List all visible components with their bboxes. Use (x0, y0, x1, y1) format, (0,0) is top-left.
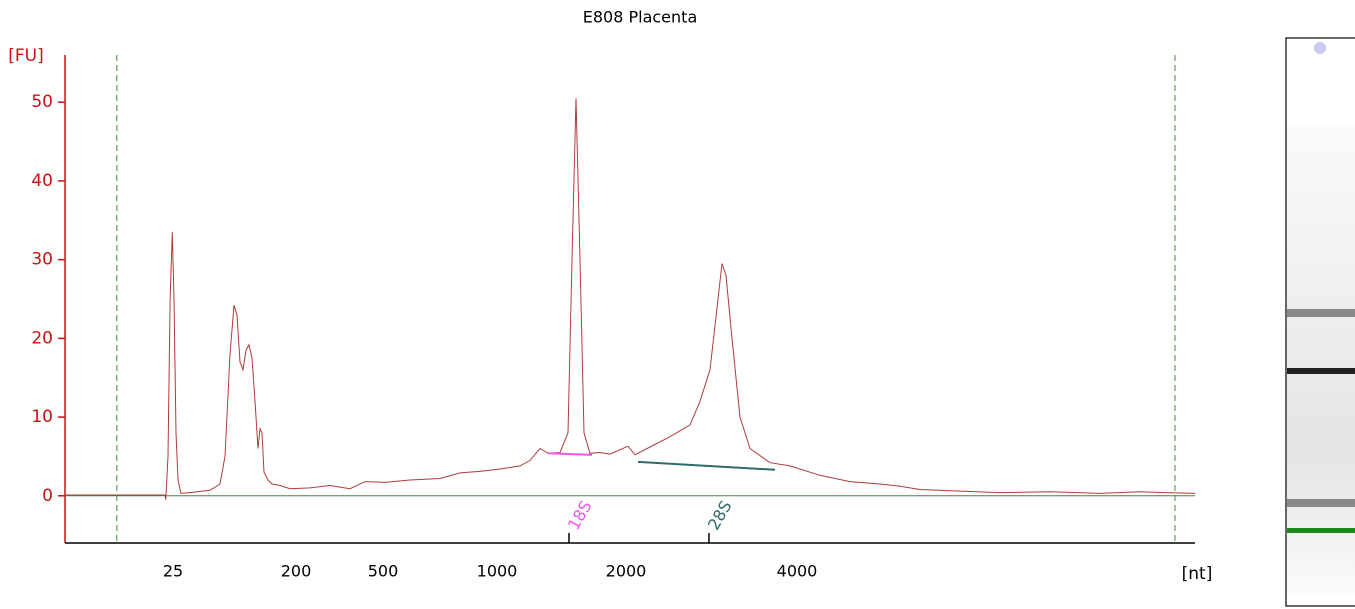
x-tick-label: 25 (163, 562, 183, 581)
y-tick-label: 10 (31, 407, 53, 427)
gel-marker-dot (1314, 42, 1326, 54)
x-tick-label: 2000 (606, 562, 647, 581)
y-tick-label: 50 (31, 92, 53, 112)
x-tick-label: 200 (281, 562, 312, 581)
x-axis-label: [nt] (1182, 564, 1213, 584)
gel-band (1287, 309, 1355, 317)
x-tick-label: 1000 (477, 562, 518, 581)
peak-baseline (547, 452, 592, 456)
peak-label: 28S (704, 497, 736, 533)
peak-label: 18S (564, 497, 596, 533)
x-tick-label: 4000 (777, 562, 818, 581)
y-tick-label: 20 (31, 328, 53, 348)
chart-title: E808 Placenta (583, 8, 698, 27)
y-axis-label: [FU] (8, 46, 44, 66)
gel-lane (1285, 37, 1355, 607)
gel-band (1287, 368, 1355, 374)
y-tick-label: 30 (31, 250, 53, 270)
peak-baseline (637, 460, 776, 471)
gel-band (1287, 528, 1355, 533)
y-tick-label: 0 (42, 486, 53, 506)
y-tick-label: 40 (31, 171, 53, 191)
trace-line (65, 98, 1196, 500)
x-tick-label: 500 (368, 562, 399, 581)
gel-band (1287, 499, 1355, 507)
gel-background (1287, 125, 1355, 595)
